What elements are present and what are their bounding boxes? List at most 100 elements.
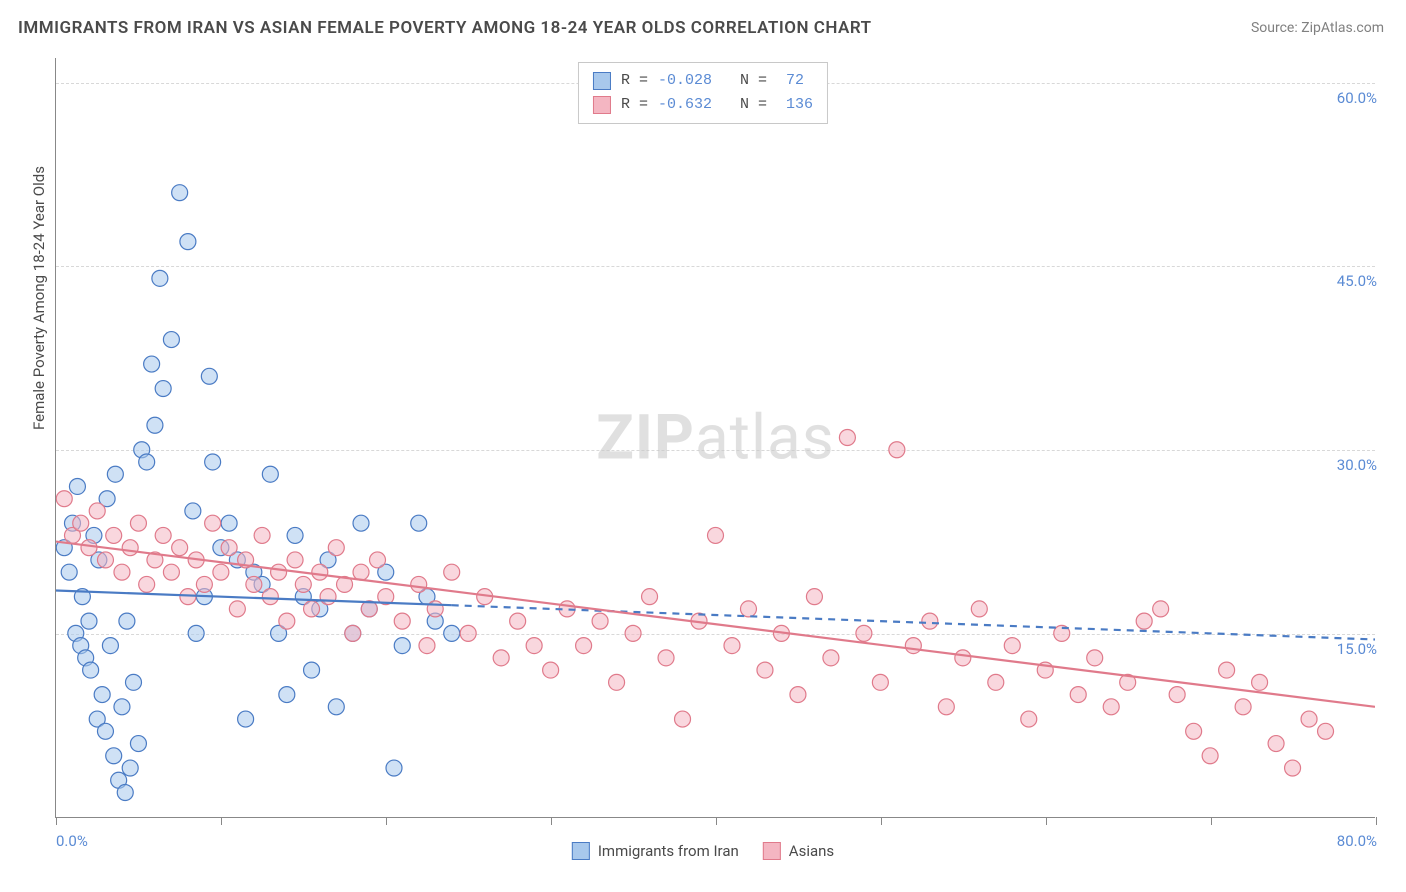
scatter-point [1087, 650, 1103, 666]
scatter-point [708, 527, 724, 543]
scatter-point [119, 613, 135, 629]
x-tick [56, 817, 57, 825]
scatter-point [106, 527, 122, 543]
scatter-point [1021, 711, 1037, 727]
scatter-point [988, 674, 1004, 690]
scatter-point [262, 589, 278, 605]
scatter-point [254, 527, 270, 543]
legend-swatch [763, 842, 781, 860]
x-tick-label: 80.0% [1337, 832, 1377, 850]
series-legend: Immigrants from Iran Asians [572, 842, 834, 860]
scatter-point [271, 564, 287, 580]
correlation-stats-legend: R = -0.028 N = 72R = -0.632 N = 136 [578, 62, 828, 124]
scatter-point [130, 515, 146, 531]
scatter-point [287, 527, 303, 543]
scatter-point [1268, 736, 1284, 752]
scatter-point [246, 576, 262, 592]
scatter-point [205, 454, 221, 470]
scatter-point [370, 552, 386, 568]
scatter-point [345, 625, 361, 641]
chart-title: IMMIGRANTS FROM IRAN VS ASIAN FEMALE POV… [18, 18, 872, 38]
scatter-point [1136, 613, 1152, 629]
scatter-point [163, 332, 179, 348]
scatter-point [353, 515, 369, 531]
trend-line-solid [56, 542, 1375, 707]
scatter-point [1153, 601, 1169, 617]
scatter-point [56, 491, 72, 507]
r-value: -0.028 [658, 69, 712, 93]
scatter-point [1202, 748, 1218, 764]
scatter-point [889, 442, 905, 458]
scatter-point [205, 515, 221, 531]
scatter-point [1219, 662, 1235, 678]
scatter-point [419, 638, 435, 654]
scatter-plot-svg [56, 58, 1375, 817]
x-tick [1046, 817, 1047, 825]
scatter-point [81, 613, 97, 629]
x-tick [881, 817, 882, 825]
scatter-point [196, 576, 212, 592]
scatter-point [287, 552, 303, 568]
scatter-point [328, 540, 344, 556]
scatter-point [147, 417, 163, 433]
scatter-point [304, 662, 320, 678]
scatter-point [625, 625, 641, 641]
scatter-point [279, 613, 295, 629]
scatter-point [114, 699, 130, 715]
legend-item: Immigrants from Iran [572, 842, 739, 860]
scatter-point [1070, 687, 1086, 703]
x-tick [221, 817, 222, 825]
scatter-point [1169, 687, 1185, 703]
scatter-point [427, 601, 443, 617]
scatter-point [139, 576, 155, 592]
scatter-point [201, 368, 217, 384]
scatter-point [155, 527, 171, 543]
scatter-point [97, 723, 113, 739]
scatter-point [125, 674, 141, 690]
scatter-point [122, 540, 138, 556]
scatter-point [279, 687, 295, 703]
r-value: -0.632 [658, 93, 712, 117]
x-tick [1211, 817, 1212, 825]
stats-row: R = -0.632 N = 136 [593, 93, 813, 117]
scatter-point [510, 613, 526, 629]
n-label: N = [722, 69, 767, 93]
scatter-point [609, 674, 625, 690]
scatter-point [180, 234, 196, 250]
x-tick [551, 817, 552, 825]
scatter-point [790, 687, 806, 703]
scatter-point [938, 699, 954, 715]
scatter-point [1285, 760, 1301, 776]
scatter-point [107, 466, 123, 482]
scatter-point [658, 650, 674, 666]
trend-line-dashed [452, 605, 1375, 639]
scatter-point [144, 356, 160, 372]
scatter-point [1235, 699, 1251, 715]
scatter-point [543, 662, 559, 678]
scatter-point [81, 540, 97, 556]
scatter-point [1301, 711, 1317, 727]
scatter-point [320, 589, 336, 605]
scatter-point [1318, 723, 1334, 739]
scatter-point [238, 711, 254, 727]
legend-label: Asians [789, 842, 834, 860]
scatter-point [872, 674, 888, 690]
scatter-point [229, 601, 245, 617]
scatter-point [61, 564, 77, 580]
legend-swatch [572, 842, 590, 860]
scatter-point [823, 650, 839, 666]
scatter-point [757, 662, 773, 678]
scatter-point [213, 564, 229, 580]
scatter-point [1103, 699, 1119, 715]
x-tick [386, 817, 387, 825]
r-label: R = [621, 69, 648, 93]
scatter-point [642, 589, 658, 605]
scatter-point [724, 638, 740, 654]
scatter-point [69, 478, 85, 494]
scatter-point [117, 785, 133, 801]
scatter-point [221, 515, 237, 531]
x-tick [1376, 817, 1377, 825]
n-label: N = [722, 93, 767, 117]
scatter-point [152, 270, 168, 286]
scatter-point [139, 454, 155, 470]
